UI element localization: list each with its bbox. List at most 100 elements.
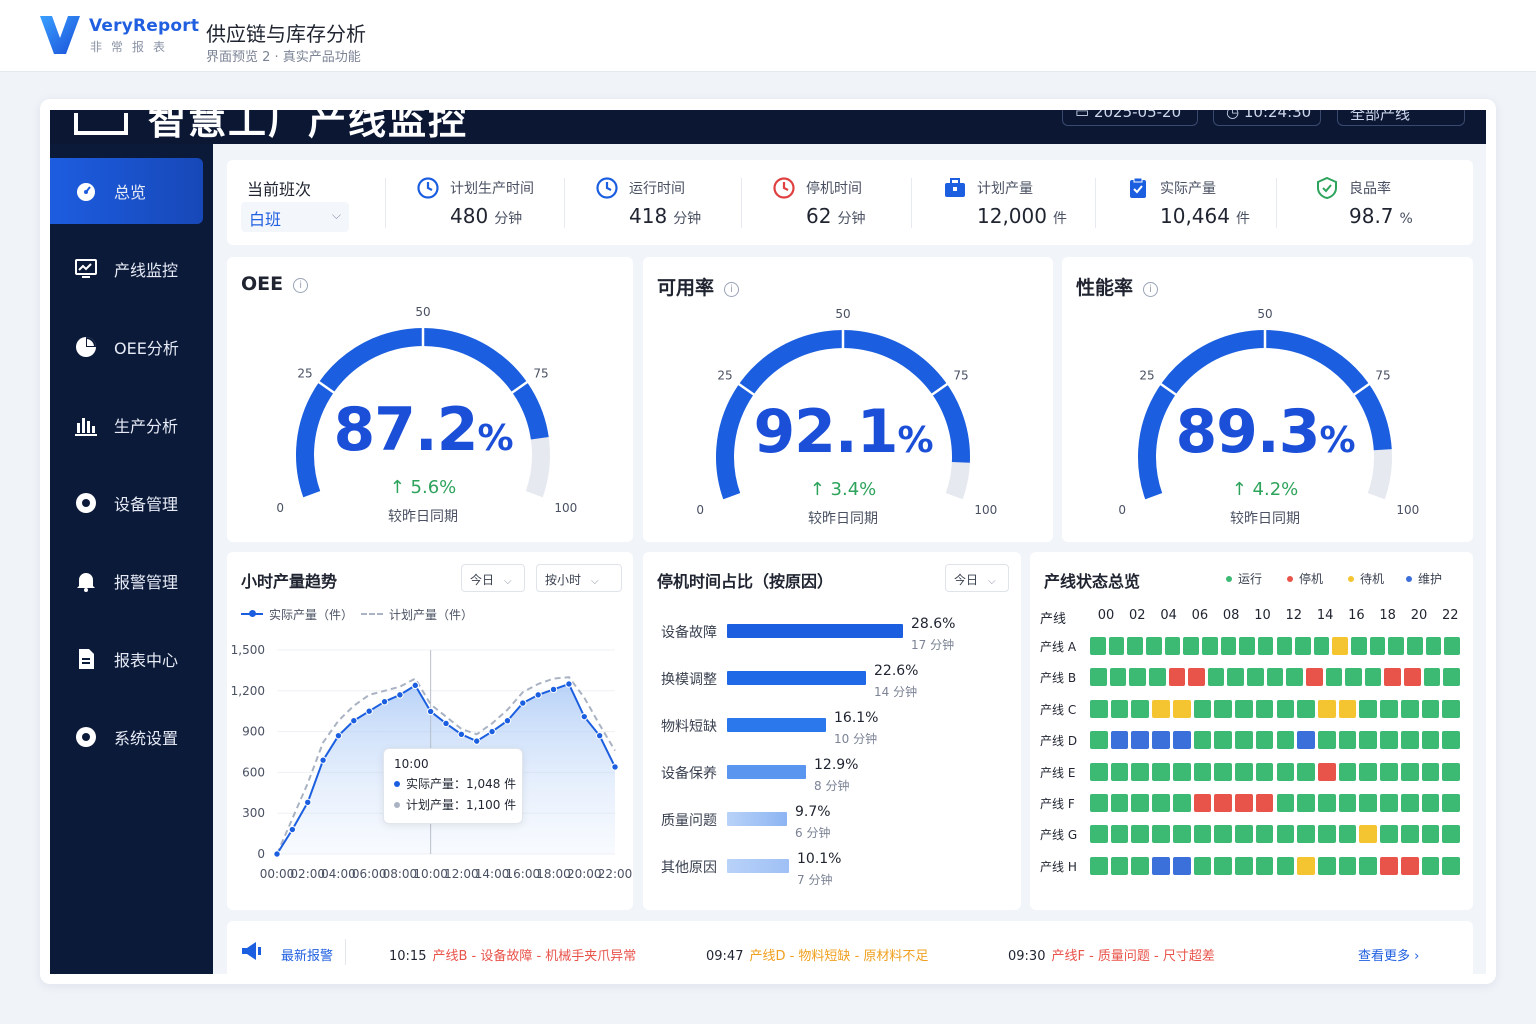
status-cell[interactable]	[1172, 856, 1191, 875]
status-cell[interactable]	[1400, 825, 1419, 844]
status-cell[interactable]	[1351, 637, 1367, 655]
view-more-link[interactable]: 查看更多 ›	[1358, 949, 1420, 964]
status-cell[interactable]	[1090, 856, 1108, 875]
status-cell[interactable]	[1193, 825, 1212, 844]
status-cell[interactable]	[1193, 856, 1212, 875]
status-cell[interactable]	[1276, 762, 1295, 781]
status-cell[interactable]	[1131, 699, 1150, 718]
sidebar-item-4[interactable]: 设备管理	[50, 470, 203, 536]
status-cell[interactable]	[1332, 637, 1349, 655]
status-cell[interactable]	[1255, 731, 1274, 750]
status-cell[interactable]	[1276, 825, 1295, 844]
status-cell[interactable]	[1110, 794, 1129, 812]
status-cell[interactable]	[1276, 637, 1293, 655]
sidebar-item-1[interactable]: 产线监控	[50, 236, 203, 302]
status-cell[interactable]	[1297, 762, 1315, 781]
status-cell[interactable]	[1235, 825, 1253, 844]
info-icon[interactable]: i	[1143, 282, 1159, 297]
status-cell[interactable]	[1345, 668, 1362, 687]
status-cell[interactable]	[1317, 699, 1336, 718]
status-cell[interactable]	[1090, 668, 1107, 687]
status-cell[interactable]	[1227, 668, 1245, 687]
sidebar-item-2[interactable]: OEE分析	[50, 314, 203, 380]
status-cell[interactable]	[1152, 794, 1170, 812]
alarm-item[interactable]: 09:30 产线F - 质量问题 - 尺寸超差	[1008, 949, 1215, 964]
status-cell[interactable]	[1338, 699, 1357, 718]
status-cell[interactable]	[1276, 794, 1295, 812]
status-cell[interactable]	[1109, 668, 1127, 687]
status-cell[interactable]	[1338, 856, 1357, 875]
status-cell[interactable]	[1400, 762, 1419, 781]
alarm-item[interactable]: 10:15 产线B - 设备故障 - 机械手夹爪异常	[389, 949, 637, 964]
status-cell[interactable]	[1276, 731, 1295, 750]
status-cell[interactable]	[1090, 731, 1108, 750]
status-cell[interactable]	[1442, 762, 1460, 781]
status-cell[interactable]	[1317, 731, 1336, 750]
status-cell[interactable]	[1421, 731, 1440, 750]
status-cell[interactable]	[1400, 856, 1419, 875]
status-cell[interactable]	[1152, 731, 1170, 750]
status-cell[interactable]	[1257, 637, 1274, 655]
status-cell[interactable]	[1380, 762, 1398, 781]
status-cell[interactable]	[1359, 699, 1378, 718]
status-cell[interactable]	[1338, 762, 1357, 781]
status-cell[interactable]	[1317, 794, 1336, 812]
status-cell[interactable]	[1090, 637, 1106, 655]
status-cell[interactable]	[1214, 856, 1233, 875]
status-cell[interactable]	[1317, 825, 1336, 844]
status-cell[interactable]	[1423, 668, 1441, 687]
status-cell[interactable]	[1400, 699, 1419, 718]
status-cell[interactable]	[1421, 762, 1440, 781]
status-cell[interactable]	[1110, 825, 1129, 844]
status-cell[interactable]	[1338, 794, 1357, 812]
status-cell[interactable]	[1214, 762, 1233, 781]
status-cell[interactable]	[1380, 731, 1398, 750]
status-cell[interactable]	[1131, 794, 1150, 812]
status-cell[interactable]	[1317, 856, 1336, 875]
status-cell[interactable]	[1359, 762, 1378, 781]
status-cell[interactable]	[1400, 794, 1419, 812]
status-cell[interactable]	[1172, 794, 1191, 812]
status-cell[interactable]	[1297, 794, 1315, 812]
status-cell[interactable]	[1388, 637, 1405, 655]
status-cell[interactable]	[1152, 825, 1170, 844]
status-cell[interactable]	[1193, 731, 1212, 750]
status-cell[interactable]	[1193, 699, 1212, 718]
status-cell[interactable]	[1421, 699, 1440, 718]
status-cell[interactable]	[1425, 637, 1442, 655]
status-cell[interactable]	[1110, 699, 1129, 718]
status-cell[interactable]	[1164, 637, 1181, 655]
status-cell[interactable]	[1152, 699, 1170, 718]
status-cell[interactable]	[1188, 668, 1205, 687]
shift-select[interactable]: 白班 ⌵	[241, 202, 349, 232]
status-cell[interactable]	[1131, 762, 1150, 781]
downtime-row[interactable]: 换模调整 22.6% 14 分钟	[643, 661, 1013, 701]
status-cell[interactable]	[1444, 637, 1460, 655]
sidebar-item-3[interactable]: 生产分析	[50, 392, 203, 458]
sidebar-item-7[interactable]: 系统设置	[50, 704, 203, 770]
status-cell[interactable]	[1108, 637, 1125, 655]
info-icon[interactable]: i	[724, 282, 740, 297]
status-cell[interactable]	[1090, 825, 1108, 844]
status-cell[interactable]	[1220, 637, 1237, 655]
status-cell[interactable]	[1235, 856, 1253, 875]
status-cell[interactable]	[1110, 856, 1129, 875]
status-cell[interactable]	[1421, 825, 1440, 844]
status-cell[interactable]	[1131, 825, 1150, 844]
status-cell[interactable]	[1235, 699, 1253, 718]
status-cell[interactable]	[1407, 637, 1423, 655]
status-cell[interactable]	[1359, 794, 1378, 812]
status-cell[interactable]	[1442, 825, 1460, 844]
status-cell[interactable]	[1090, 794, 1108, 812]
status-cell[interactable]	[1295, 637, 1311, 655]
status-cell[interactable]	[1380, 699, 1398, 718]
status-cell[interactable]	[1338, 825, 1357, 844]
status-cell[interactable]	[1131, 731, 1150, 750]
status-cell[interactable]	[1369, 637, 1386, 655]
status-cell[interactable]	[1297, 856, 1315, 875]
status-cell[interactable]	[1297, 699, 1315, 718]
status-cell[interactable]	[1168, 668, 1186, 687]
status-cell[interactable]	[1442, 856, 1460, 875]
status-cell[interactable]	[1380, 856, 1398, 875]
status-cell[interactable]	[1421, 794, 1440, 812]
